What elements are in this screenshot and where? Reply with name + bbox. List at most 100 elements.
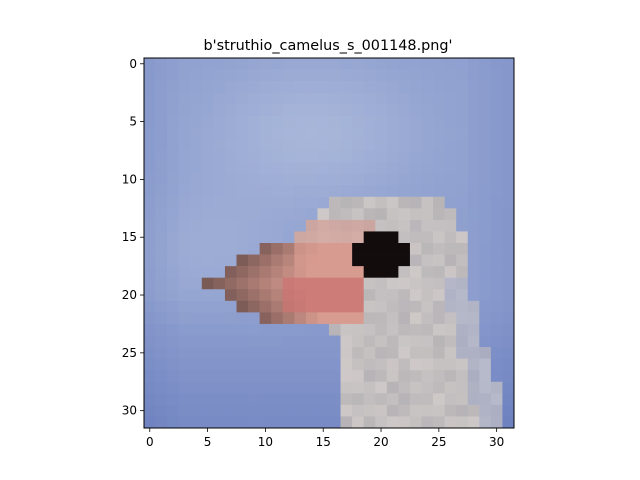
image-pixel xyxy=(155,150,168,163)
image-pixel xyxy=(259,393,272,406)
image-pixel xyxy=(433,127,445,140)
image-pixel xyxy=(144,58,156,70)
image-pixel xyxy=(178,162,191,174)
image-pixel xyxy=(294,231,307,244)
image-pixel xyxy=(178,104,191,117)
image-pixel xyxy=(375,185,388,198)
image-pixel xyxy=(340,92,353,105)
image-pixel xyxy=(433,208,445,221)
image-pixel xyxy=(144,208,156,221)
image-pixel xyxy=(433,358,445,371)
image-pixel xyxy=(224,185,237,198)
image-pixel xyxy=(201,335,214,348)
image-pixel xyxy=(340,381,353,394)
image-pixel xyxy=(155,381,168,394)
image-pixel xyxy=(190,58,203,70)
image-pixel xyxy=(167,254,180,267)
image-pixel xyxy=(155,404,168,417)
image-pixel xyxy=(317,312,330,325)
x-tick-label: 30 xyxy=(489,435,504,449)
image-pixel xyxy=(178,127,191,140)
image-pixel xyxy=(178,185,191,198)
image-pixel xyxy=(190,173,203,186)
image-pixel xyxy=(271,162,284,174)
image-pixel xyxy=(282,208,295,221)
image-pixel xyxy=(236,254,249,267)
image-pixel xyxy=(479,289,492,302)
image-pixel xyxy=(398,404,411,417)
image-pixel xyxy=(155,196,168,209)
image-pixel xyxy=(409,416,422,429)
image-pixel xyxy=(421,381,434,394)
image-pixel xyxy=(259,162,272,174)
image-pixel xyxy=(271,231,284,244)
x-tick-label: 15 xyxy=(316,435,331,449)
image-pixel xyxy=(398,335,411,348)
image-pixel xyxy=(398,277,411,290)
image-pixel xyxy=(213,69,226,82)
image-pixel xyxy=(386,231,399,244)
image-pixel xyxy=(490,81,503,94)
image-pixel xyxy=(386,162,399,174)
image-pixel xyxy=(236,358,249,371)
image-pixel xyxy=(363,277,376,290)
image-pixel xyxy=(386,104,399,117)
image-pixel xyxy=(224,69,237,82)
image-pixel xyxy=(144,266,156,279)
image-pixel xyxy=(352,266,365,279)
image-pixel xyxy=(409,127,422,140)
image-pixel xyxy=(340,150,353,163)
image-pixel xyxy=(167,347,180,359)
image-pixel xyxy=(155,127,168,140)
image-pixel xyxy=(479,300,492,313)
image-pixel xyxy=(421,277,434,290)
image-pixel xyxy=(236,416,249,429)
image-pixel xyxy=(190,312,203,325)
image-pixel xyxy=(363,335,376,348)
image-pixel xyxy=(340,231,353,244)
image-pixel xyxy=(386,138,399,151)
image-pixel xyxy=(490,277,503,290)
y-tick-label: 0 xyxy=(129,57,137,71)
image-pixel xyxy=(213,219,226,232)
image-pixel xyxy=(398,115,411,128)
image-pixel xyxy=(201,312,214,325)
image-pixel xyxy=(305,58,318,70)
image-pixel xyxy=(329,312,341,325)
image-pixel xyxy=(201,173,214,186)
image-pixel xyxy=(317,208,330,221)
image-pixel xyxy=(444,393,457,406)
image-pixel xyxy=(317,416,330,429)
image-pixel xyxy=(329,196,341,209)
image-pixel xyxy=(433,300,445,313)
image-pixel xyxy=(352,254,365,267)
image-pixel xyxy=(409,381,422,394)
image-pixel xyxy=(329,185,341,198)
image-pixel xyxy=(421,104,434,117)
image-pixel xyxy=(167,393,180,406)
image-pixel xyxy=(144,162,156,174)
image-pixel xyxy=(375,231,388,244)
image-pixel xyxy=(224,289,237,302)
image-pixel xyxy=(502,138,515,151)
image-pixel xyxy=(352,173,365,186)
image-pixel xyxy=(178,173,191,186)
image-pixel xyxy=(502,335,515,348)
image-pixel xyxy=(305,370,318,383)
image-pixel xyxy=(317,162,330,174)
image-pixel xyxy=(479,231,492,244)
image-pixel xyxy=(352,92,365,105)
image-pixel xyxy=(421,335,434,348)
image-pixel xyxy=(224,358,237,371)
image-pixel xyxy=(144,150,156,163)
image-pixel xyxy=(294,300,307,313)
image-pixel xyxy=(340,370,353,383)
image-pixel xyxy=(294,266,307,279)
image-pixel xyxy=(213,358,226,371)
image-pixel xyxy=(213,243,226,255)
image-pixel xyxy=(178,81,191,94)
image-pixel xyxy=(201,358,214,371)
image-pixel xyxy=(479,92,492,105)
image-pixel xyxy=(386,243,399,255)
image-pixel xyxy=(467,219,480,232)
